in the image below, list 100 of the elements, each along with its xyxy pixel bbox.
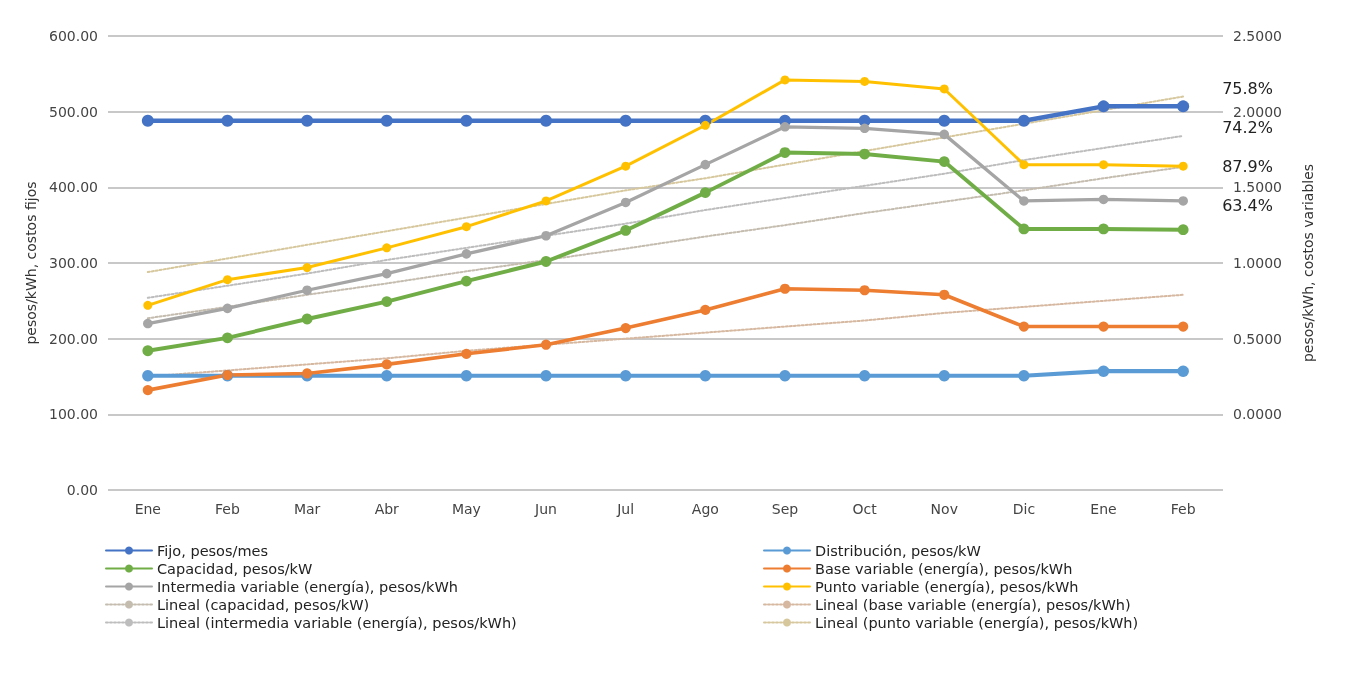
point — [620, 197, 631, 208]
point — [779, 283, 791, 294]
x-tick-label: Sep — [771, 501, 799, 517]
x-tick-label: Ene — [1090, 501, 1117, 517]
legend-label: Lineal (base variable (energía), pesos/kWh) — [815, 596, 1131, 613]
annotation: 74.2% — [1222, 117, 1273, 137]
legend-label: Distribución, pesos/kW — [815, 542, 981, 559]
point — [1019, 196, 1029, 206]
point — [381, 370, 393, 382]
point — [381, 359, 392, 370]
point — [939, 84, 949, 94]
point — [222, 275, 232, 285]
x-tick-label: Dic — [1012, 501, 1036, 517]
point — [620, 225, 632, 236]
point — [540, 114, 553, 127]
point — [381, 268, 392, 279]
point — [1098, 194, 1109, 205]
point — [143, 300, 153, 310]
y2-tick-label: 0.5000 — [1233, 330, 1282, 347]
point — [302, 263, 312, 273]
point — [461, 222, 471, 232]
point — [619, 370, 632, 382]
y2-tick-label: 2.0000 — [1233, 103, 1282, 120]
point — [541, 196, 551, 206]
point — [858, 370, 871, 382]
point — [1178, 321, 1189, 332]
point — [619, 114, 632, 127]
point — [461, 348, 472, 359]
x-tick-label: Ago — [691, 501, 719, 517]
point — [1177, 100, 1190, 113]
point — [1098, 321, 1109, 332]
point — [381, 296, 393, 307]
point — [302, 285, 312, 296]
point — [700, 159, 711, 170]
point — [301, 114, 314, 127]
legend-label: Intermedia variable (energía), pesos/kWh — [157, 578, 458, 595]
point — [141, 114, 154, 127]
point — [382, 243, 392, 253]
point — [541, 230, 551, 241]
y2-tick-label: 1.0000 — [1233, 255, 1282, 271]
legend-label: Capacidad, pesos/kW — [157, 560, 313, 577]
y-tick-label: 400.00 — [49, 179, 98, 196]
point — [1097, 100, 1110, 113]
point — [461, 249, 472, 259]
point — [1177, 365, 1189, 377]
point — [1178, 161, 1188, 171]
point — [460, 114, 473, 127]
x-tick-label: Ene — [134, 501, 161, 517]
y-axis-title: pesos/kWh, costos fijos — [23, 181, 40, 345]
point — [142, 345, 154, 357]
x-tick-label: Feb — [1170, 501, 1196, 517]
point — [1178, 196, 1188, 206]
point — [1099, 160, 1109, 170]
point — [1018, 223, 1030, 235]
point — [1019, 160, 1029, 170]
point — [699, 187, 711, 199]
point — [222, 332, 233, 344]
y-tick-label: 600.00 — [49, 28, 98, 44]
point — [779, 147, 791, 158]
point — [780, 122, 790, 132]
point — [620, 322, 631, 334]
line-series — [146, 95, 1185, 274]
point — [1098, 223, 1109, 235]
annotation: 75.8% — [1222, 78, 1273, 98]
legend-label: Punto variable (energía), pesos/kWh — [815, 578, 1079, 595]
x-tick-label: Oct — [852, 501, 878, 517]
point — [938, 156, 950, 167]
point — [461, 275, 472, 287]
y2-tick-label: 0.0000 — [1233, 406, 1282, 423]
point — [380, 114, 393, 127]
y2-axis-title: pesos/kWh, costos variables — [1300, 163, 1316, 363]
point — [222, 303, 233, 314]
point — [1177, 224, 1189, 236]
legend-label: Fijo, pesos/mes — [157, 542, 269, 559]
legend-label: Lineal (intermedia variable (energía), pesos/kWh) — [157, 614, 517, 631]
point — [699, 370, 712, 382]
x-tick-label: May — [451, 501, 481, 517]
x-tick-label: Nov — [930, 501, 958, 517]
point — [301, 313, 313, 325]
point — [142, 370, 154, 382]
point — [540, 339, 552, 350]
y-tick-label: 100.00 — [49, 406, 98, 423]
point — [939, 289, 950, 300]
y-tick-label: 500.00 — [49, 103, 98, 120]
point — [939, 129, 950, 140]
y-tick-label: 0.00 — [66, 482, 98, 498]
point — [860, 76, 870, 86]
legend-label: Base variable (energía), pesos/kWh — [815, 560, 1073, 577]
point — [780, 75, 790, 85]
point — [1018, 321, 1029, 332]
point — [1018, 370, 1030, 382]
annotation: 87.9% — [1222, 156, 1273, 176]
y-tick-label: 200.00 — [49, 330, 98, 347]
y2-tick-label: 1.5000 — [1233, 179, 1282, 196]
point — [460, 370, 473, 382]
point — [779, 370, 791, 382]
legend-label: Lineal (punto variable (energía), pesos/kWh) — [815, 614, 1139, 631]
point — [540, 370, 552, 382]
point — [142, 385, 153, 396]
point — [700, 120, 710, 130]
